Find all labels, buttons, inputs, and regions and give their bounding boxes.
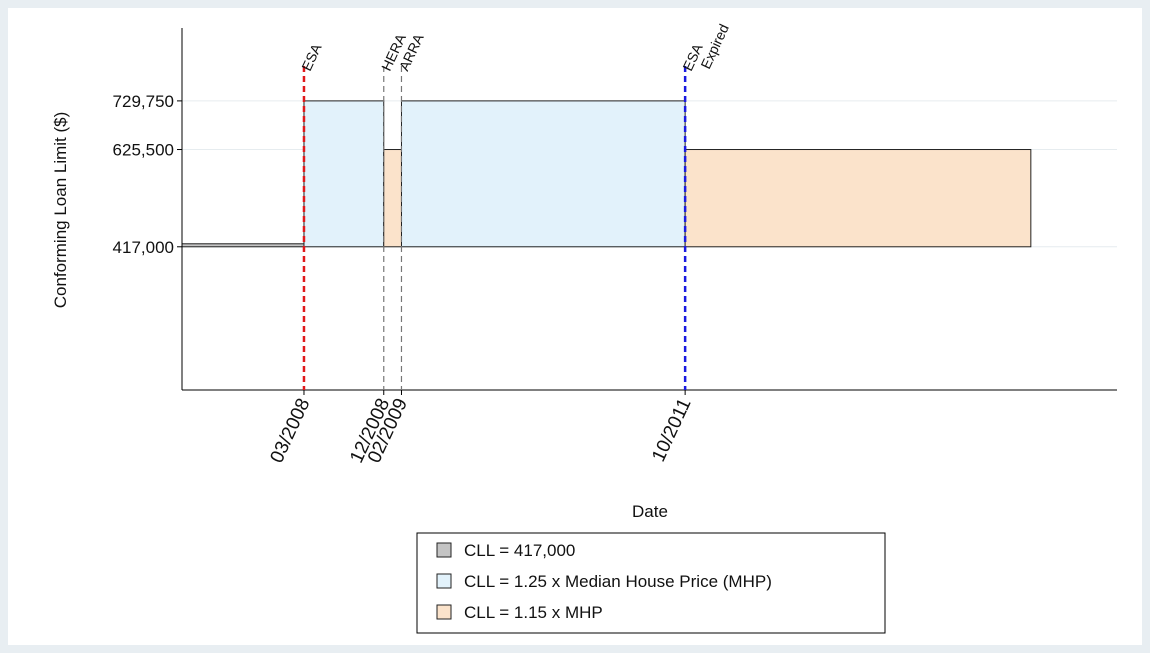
legend-swatch <box>436 573 452 589</box>
legend-label: CLL = 417,000 <box>464 541 575 560</box>
legend-swatch <box>436 604 452 620</box>
legend-label: CLL = 1.25 x Median House Price (MHP) <box>464 572 772 591</box>
legend-swatch <box>436 542 452 558</box>
band <box>400 100 686 248</box>
band <box>303 100 385 248</box>
legend <box>416 532 886 634</box>
y-tick-label: 417,000 <box>113 238 174 257</box>
band <box>181 243 305 248</box>
band <box>684 149 1032 248</box>
y-axis-label: Conforming Loan Limit ($) <box>51 112 70 309</box>
x-axis-label: Date <box>632 502 668 521</box>
y-tick-label: 729,750 <box>113 92 174 111</box>
y-tick-label: 625,500 <box>113 141 174 160</box>
legend-label: CLL = 1.15 x MHP <box>464 603 603 622</box>
band <box>383 149 402 248</box>
